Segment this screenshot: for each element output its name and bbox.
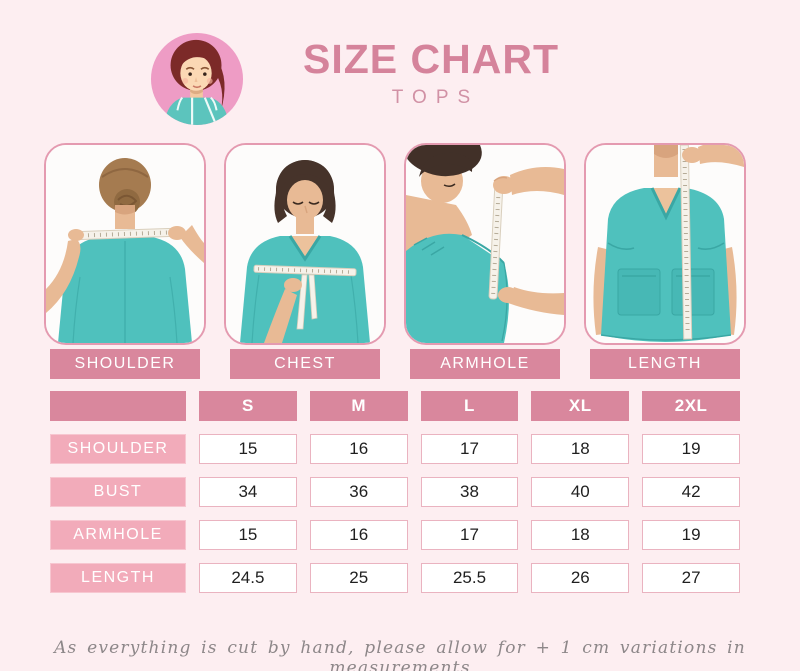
value-shoulder-2xl: 19 xyxy=(642,434,740,464)
row-label-armhole: ARMHOLE xyxy=(50,520,186,550)
page-title: SIZE CHART xyxy=(303,36,559,82)
value-bust-s: 34 xyxy=(199,477,297,507)
value-bust-m: 36 xyxy=(309,477,408,507)
size-header-2xl: 2XL xyxy=(642,391,740,421)
value-length-xl: 26 xyxy=(531,563,630,593)
measurement-photo-length: LENGTH xyxy=(584,143,746,379)
shoulder-measure-photo xyxy=(44,143,206,345)
variations-note: As everything is cut by hand, please all… xyxy=(54,638,746,671)
table-corner-cell xyxy=(50,391,186,421)
value-armhole-2xl: 19 xyxy=(642,520,740,550)
nurse-avatar-icon xyxy=(150,32,244,126)
value-armhole-m: 16 xyxy=(309,520,408,550)
measurement-photos-row: SHOULDER xyxy=(44,143,746,379)
measurement-photo-armhole: ARMHOLE xyxy=(404,143,566,379)
photo-label-chest: CHEST xyxy=(230,349,380,379)
size-header-m: M xyxy=(309,391,408,421)
photo-label-armhole: ARMHOLE xyxy=(410,349,560,379)
measurement-photo-shoulder: SHOULDER xyxy=(44,143,206,379)
value-length-s: 24.5 xyxy=(199,563,297,593)
value-shoulder-m: 16 xyxy=(309,434,408,464)
photo-label-shoulder: SHOULDER xyxy=(50,349,200,379)
armhole-measure-photo xyxy=(404,143,566,345)
row-label-length: LENGTH xyxy=(50,563,186,593)
header-titles: SIZE CHART TOPS xyxy=(0,36,800,109)
value-length-l: 25.5 xyxy=(420,563,519,593)
size-header-xl: XL xyxy=(531,391,630,421)
chest-measure-photo xyxy=(224,143,386,345)
size-table: S M L XL 2XL SHOULDER 15 16 17 18 19 BUS… xyxy=(50,391,740,593)
value-bust-l: 38 xyxy=(420,477,519,507)
page-subtitle: TOPS xyxy=(391,87,480,109)
value-shoulder-l: 17 xyxy=(420,434,519,464)
size-header-l: L xyxy=(420,391,519,421)
photo-label-length: LENGTH xyxy=(590,349,740,379)
value-bust-xl: 40 xyxy=(531,477,630,507)
size-header-s: S xyxy=(199,391,297,421)
measurement-photo-chest: CHEST xyxy=(224,143,386,379)
length-measure-photo xyxy=(584,143,746,345)
row-label-shoulder: SHOULDER xyxy=(50,434,186,464)
value-armhole-s: 15 xyxy=(199,520,297,550)
row-label-bust: BUST xyxy=(50,477,186,507)
value-armhole-l: 17 xyxy=(420,520,519,550)
value-bust-2xl: 42 xyxy=(642,477,740,507)
value-shoulder-xl: 18 xyxy=(531,434,630,464)
value-length-m: 25 xyxy=(309,563,408,593)
value-shoulder-s: 15 xyxy=(199,434,297,464)
value-length-2xl: 27 xyxy=(642,563,740,593)
value-armhole-xl: 18 xyxy=(531,520,630,550)
